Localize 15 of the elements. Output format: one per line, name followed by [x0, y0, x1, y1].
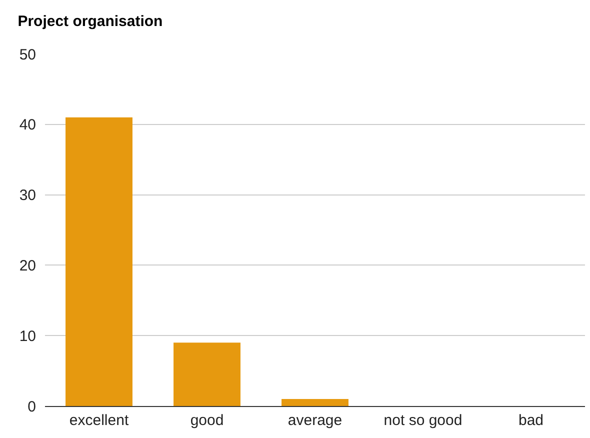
x-tick-label: average	[288, 412, 342, 429]
y-tick-label: 30	[19, 187, 36, 204]
x-tick-label: not so good	[384, 412, 462, 429]
y-tick-label: 50	[19, 46, 36, 64]
x-tick-label: excellent	[69, 412, 130, 429]
y-tick-label: 10	[19, 328, 36, 345]
x-tick-label: good	[190, 412, 224, 429]
bar	[174, 342, 240, 406]
y-tick-label: 0	[28, 398, 36, 416]
bar	[282, 398, 348, 406]
y-tick-label: 40	[19, 116, 36, 134]
y-tick-label: 20	[19, 257, 36, 274]
x-tick-label: bad	[518, 412, 544, 429]
bar	[66, 117, 132, 406]
chart-title: Project organisation	[18, 12, 163, 30]
